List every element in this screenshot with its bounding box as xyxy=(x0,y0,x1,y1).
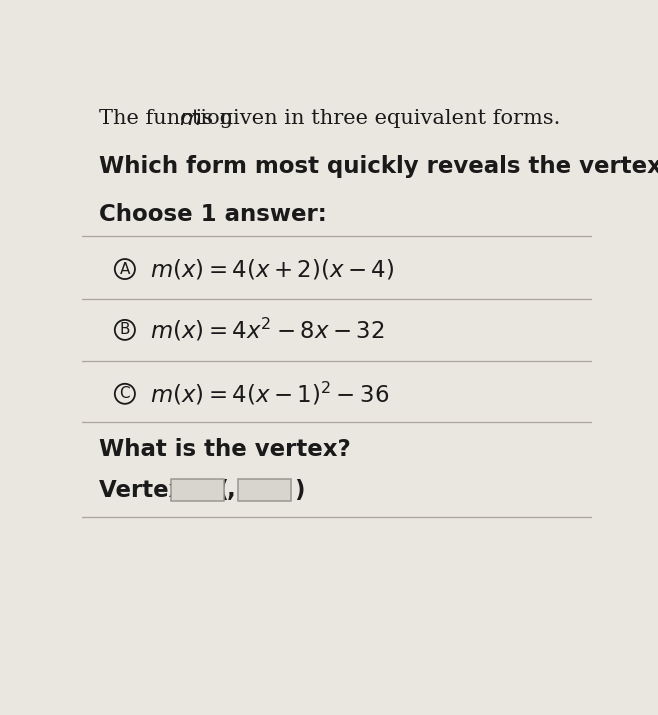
Text: $m(x) = 4x^2 - 8x - 32$: $m(x) = 4x^2 - 8x - 32$ xyxy=(151,316,385,343)
Text: The function: The function xyxy=(99,109,240,129)
Text: B: B xyxy=(120,322,130,337)
Text: C: C xyxy=(120,386,130,401)
Text: A: A xyxy=(120,262,130,277)
Text: $m$: $m$ xyxy=(179,108,201,130)
Text: ): ) xyxy=(294,478,305,501)
Text: Vertex = (: Vertex = ( xyxy=(99,478,229,501)
Text: $m(x) = 4(x - 1)^2 - 36$: $m(x) = 4(x - 1)^2 - 36$ xyxy=(151,380,390,408)
FancyBboxPatch shape xyxy=(171,479,224,500)
Text: is given in three equivalent forms.: is given in three equivalent forms. xyxy=(190,109,561,129)
Text: Which form most quickly reveals the vertex?: Which form most quickly reveals the vert… xyxy=(99,155,658,178)
Text: Choose 1 answer:: Choose 1 answer: xyxy=(99,203,327,226)
Text: $m(x) = 4(x + 2)(x - 4)$: $m(x) = 4(x + 2)(x - 4)$ xyxy=(151,257,395,281)
Text: ,: , xyxy=(227,478,236,501)
FancyBboxPatch shape xyxy=(238,479,291,500)
Text: What is the vertex?: What is the vertex? xyxy=(99,438,351,460)
